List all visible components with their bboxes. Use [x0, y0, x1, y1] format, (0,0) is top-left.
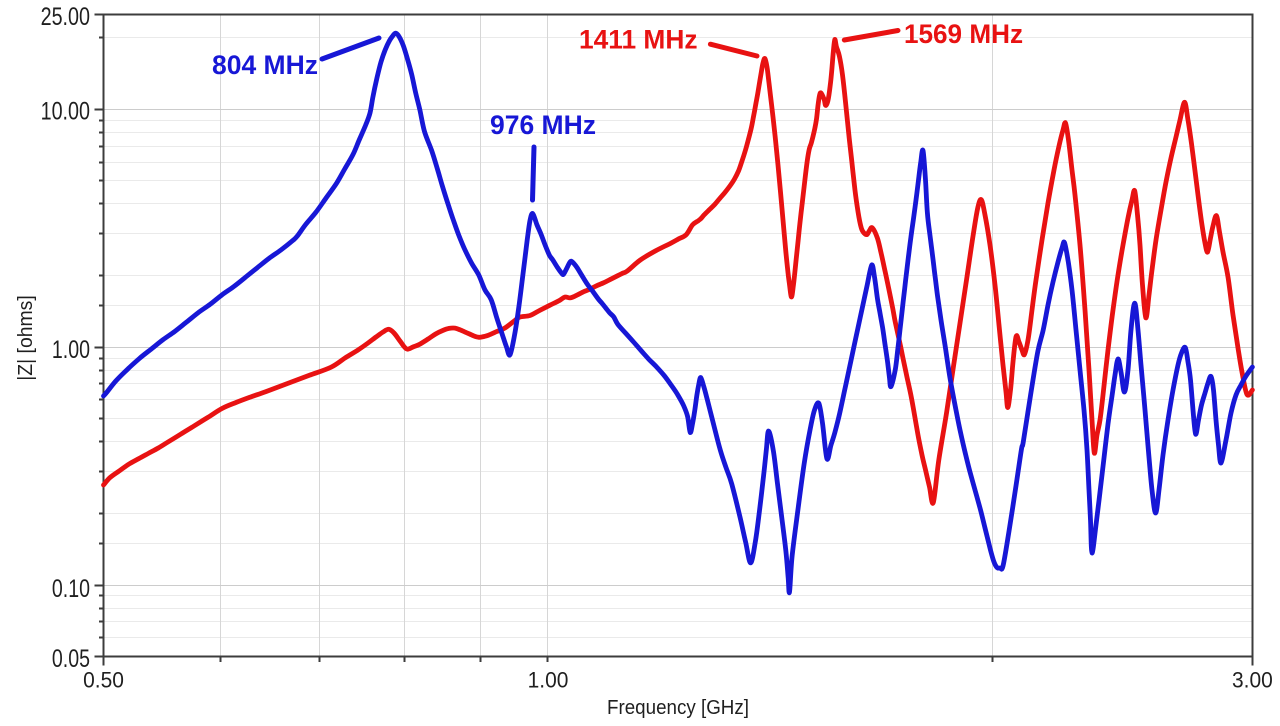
svg-text:3.00: 3.00	[1232, 668, 1273, 693]
svg-text:0.50: 0.50	[83, 668, 124, 693]
svg-text:25.00: 25.00	[41, 3, 90, 31]
svg-text:1.00: 1.00	[528, 668, 569, 693]
svg-text:0.10: 0.10	[52, 575, 90, 603]
svg-text:804 MHz: 804 MHz	[212, 50, 318, 80]
svg-text:|Z| [ohms]: |Z| [ohms]	[15, 295, 37, 381]
svg-text:10.00: 10.00	[41, 98, 90, 126]
svg-text:1.00: 1.00	[52, 336, 90, 364]
svg-text:976 MHz: 976 MHz	[490, 110, 596, 140]
svg-text:1569 MHz: 1569 MHz	[904, 19, 1023, 49]
svg-text:Frequency [GHz]: Frequency [GHz]	[607, 697, 749, 719]
svg-text:0.05: 0.05	[52, 645, 90, 673]
svg-text:1411 MHz: 1411 MHz	[579, 25, 698, 55]
